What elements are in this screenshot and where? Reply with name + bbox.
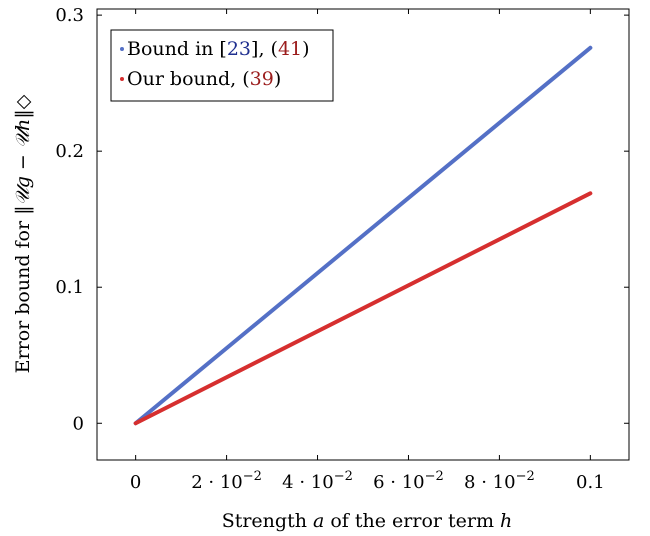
legend-marker-1 bbox=[120, 47, 124, 51]
x-axis-label: Strength a of the error term h bbox=[222, 510, 513, 532]
y-tick-label-0: 0 bbox=[73, 413, 84, 434]
x-tick-label-5: 0.1 bbox=[576, 472, 605, 493]
series-layer bbox=[133, 45, 593, 426]
ticks-layer: 0 2 · 10−2 4 · 10−2 6 · 10−2 8 · 10−2 0.1 0 0.1… bbox=[55, 5, 629, 493]
y-tick-label-2: 0.2 bbox=[55, 141, 84, 162]
x-tick-label-4: 8 · 10−2 bbox=[464, 469, 535, 493]
legend-marker-2 bbox=[120, 77, 124, 81]
y-tick-label-3: 0.3 bbox=[55, 5, 84, 26]
legend-label-1: Bound in [23], (41) bbox=[127, 38, 310, 60]
series-line-2 bbox=[133, 191, 593, 426]
legend-label-2: Our bound, (39) bbox=[127, 68, 281, 90]
legend: Bound in [23], (41) Our bound, (39) bbox=[110, 29, 334, 102]
legend-frame bbox=[110, 29, 334, 102]
series-line-1 bbox=[133, 45, 593, 426]
legend-entry-2: Our bound, (39) bbox=[120, 68, 281, 90]
x-tick-label-0: 0 bbox=[130, 472, 141, 493]
legend-entry-1: Bound in [23], (41) bbox=[120, 38, 310, 60]
x-tick-label-3: 6 · 10−2 bbox=[373, 469, 444, 493]
x-tick-label-1: 2 · 10−2 bbox=[191, 469, 262, 493]
y-tick-label-1: 0.1 bbox=[55, 277, 84, 298]
plot-frame bbox=[96, 8, 630, 461]
y-axis-label: Error bound for ‖𝒰g − 𝒰h‖◇ bbox=[12, 94, 34, 373]
x-tick-label-2: 4 · 10−2 bbox=[282, 469, 353, 493]
